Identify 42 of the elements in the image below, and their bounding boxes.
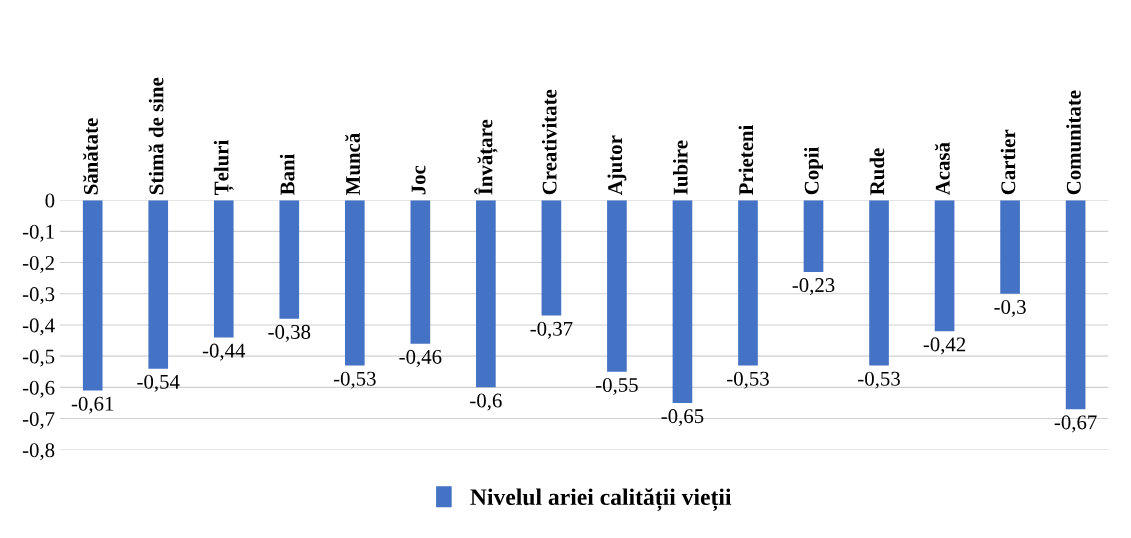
data-label: -0,61 xyxy=(71,396,114,414)
x-tick-label: Bani xyxy=(279,153,295,195)
x-tick-label: Ajutor xyxy=(607,135,627,196)
x-tick-label: Prieteni xyxy=(738,125,754,195)
x-tick-label: Sănătate xyxy=(83,118,98,195)
x-tick-label: Comunitate xyxy=(1066,90,1081,195)
data-label: -0,42 xyxy=(923,337,966,355)
x-tick-label: Creativitate xyxy=(541,89,557,195)
data-label: -0,53 xyxy=(858,371,900,389)
data-label: -0,23 xyxy=(792,278,835,296)
y-tick-label: -0,5 xyxy=(22,349,55,367)
data-label: -0,3 xyxy=(994,299,1026,317)
data-label: -0,54 xyxy=(137,374,180,392)
y-tick-label: -0,2 xyxy=(22,255,54,273)
data-label: -0,37 xyxy=(530,321,573,339)
x-tick-label: Muncă xyxy=(345,133,361,195)
data-label: -0,6 xyxy=(470,393,502,411)
x-tick-label: Iubire xyxy=(673,140,688,195)
data-label: -0,53 xyxy=(727,371,769,389)
y-tick-label: -0,6 xyxy=(22,380,55,398)
data-label: -0,44 xyxy=(202,343,246,361)
data-label: -0,65 xyxy=(661,409,704,427)
y-tick-label: -0,4 xyxy=(22,318,55,336)
y-tick-label: -0,7 xyxy=(22,411,55,429)
y-tick-label: -0,8 xyxy=(22,443,55,461)
data-label: -0,53 xyxy=(333,371,376,389)
x-tick-label: Joc xyxy=(411,165,426,195)
legend-label: Nivelul ariei calității vieții xyxy=(470,488,732,511)
x-tick-label: Copii xyxy=(804,146,823,195)
data-label: -0,67 xyxy=(1054,415,1097,433)
data-label: -0,46 xyxy=(399,349,442,367)
x-tick-label: Rude xyxy=(869,148,885,195)
x-tick-label: Țeluri xyxy=(213,140,234,195)
y-tick-label: -0,3 xyxy=(22,287,55,305)
x-tick-label: Stimă de sine xyxy=(148,77,164,195)
y-tick-label: -0,1 xyxy=(22,224,54,242)
x-tick-label: Acasă xyxy=(934,142,950,196)
y-tick-label: 0 xyxy=(45,193,55,208)
x-tick-label: Învățare xyxy=(474,119,498,195)
data-label: -0,55 xyxy=(596,377,638,395)
x-tick-label: Cartier xyxy=(1000,129,1016,195)
data-label: -0,38 xyxy=(268,324,311,342)
